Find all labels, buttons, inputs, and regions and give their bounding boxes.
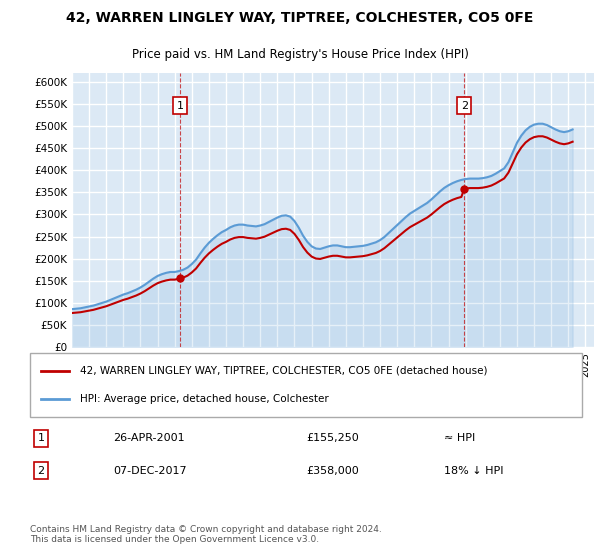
Text: Price paid vs. HM Land Registry's House Price Index (HPI): Price paid vs. HM Land Registry's House …	[131, 48, 469, 61]
Text: 2: 2	[461, 101, 468, 111]
Text: 2: 2	[37, 465, 44, 475]
Text: £155,250: £155,250	[306, 433, 359, 444]
Text: 18% ↓ HPI: 18% ↓ HPI	[444, 465, 503, 475]
Text: 1: 1	[38, 433, 44, 444]
Text: Contains HM Land Registry data © Crown copyright and database right 2024.
This d: Contains HM Land Registry data © Crown c…	[30, 525, 382, 544]
Text: 42, WARREN LINGLEY WAY, TIPTREE, COLCHESTER, CO5 0FE (detached house): 42, WARREN LINGLEY WAY, TIPTREE, COLCHES…	[80, 366, 487, 376]
Text: 1: 1	[176, 101, 184, 111]
FancyBboxPatch shape	[30, 353, 582, 417]
Text: 26-APR-2001: 26-APR-2001	[113, 433, 184, 444]
Text: HPI: Average price, detached house, Colchester: HPI: Average price, detached house, Colc…	[80, 394, 328, 404]
Text: 07-DEC-2017: 07-DEC-2017	[113, 465, 187, 475]
Text: 42, WARREN LINGLEY WAY, TIPTREE, COLCHESTER, CO5 0FE: 42, WARREN LINGLEY WAY, TIPTREE, COLCHES…	[67, 11, 533, 25]
Text: £358,000: £358,000	[306, 465, 359, 475]
Text: ≈ HPI: ≈ HPI	[444, 433, 475, 444]
